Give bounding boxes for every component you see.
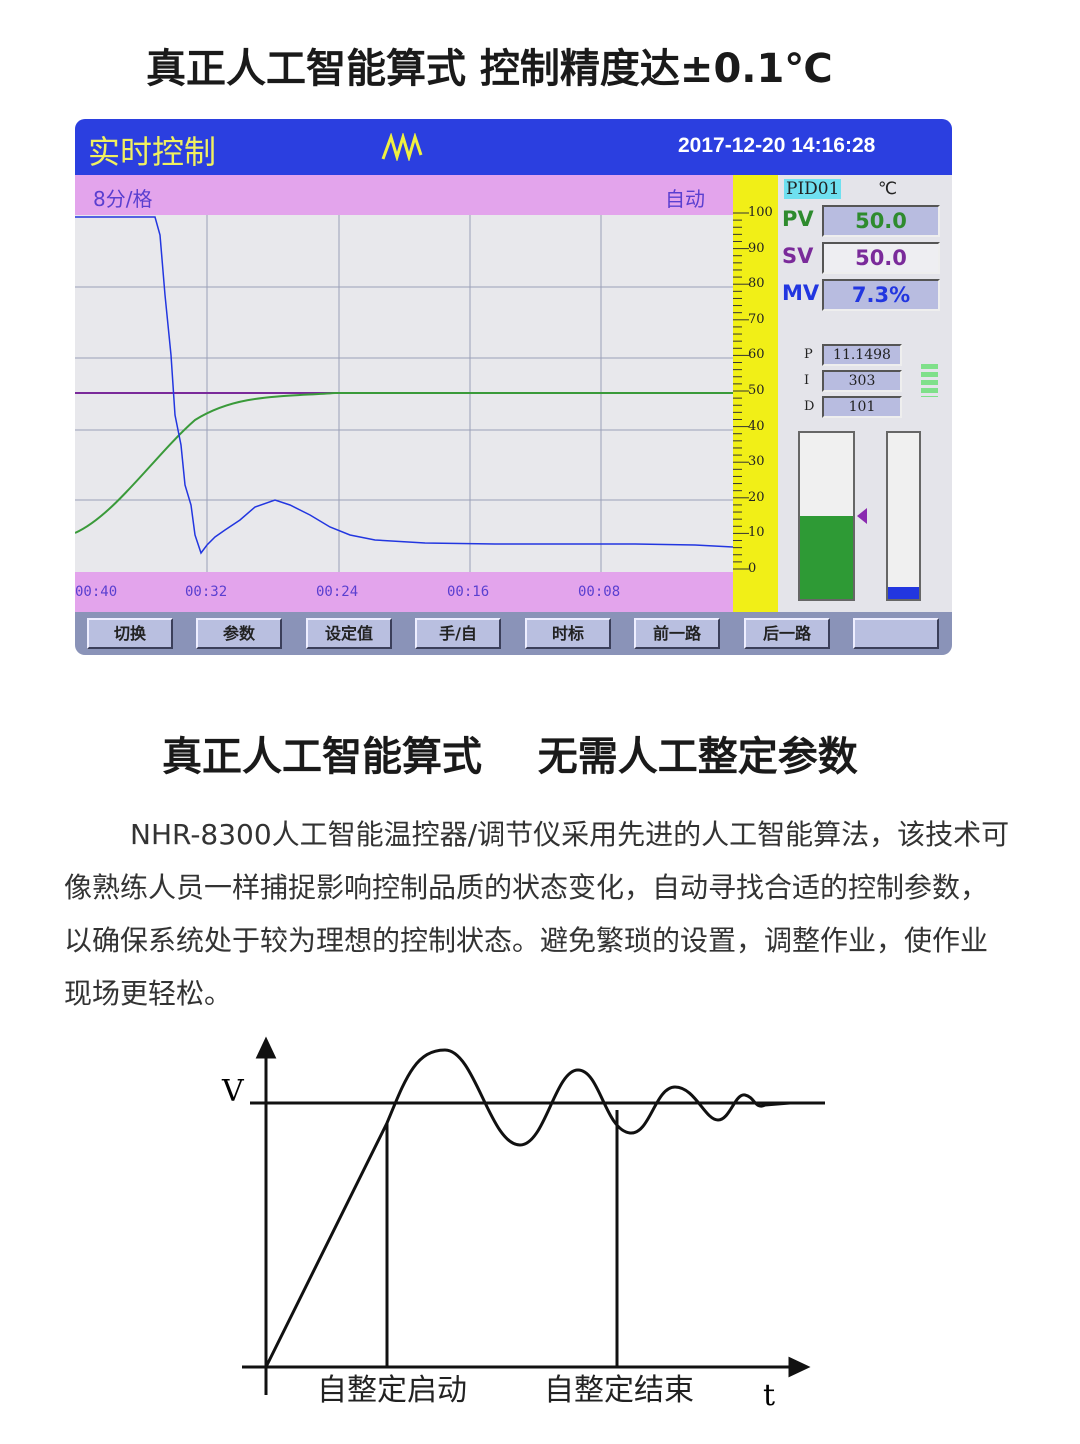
- mv-curve: [75, 216, 734, 555]
- x-axis-label: t: [763, 1378, 775, 1413]
- time-axis: 00:40 00:32 00:24 00:16 00:08: [75, 572, 733, 612]
- scale-label: 50: [748, 383, 765, 398]
- scale-label: 90: [748, 240, 765, 256]
- sv-value[interactable]: 50.0: [822, 242, 940, 274]
- description-paragraph: NHR-8300人工智能温控器/调节仪采用先进的人工智能算法，该技术可像熟练人员…: [64, 808, 1014, 1020]
- params-button[interactable]: 参数: [196, 618, 282, 649]
- y-axis-label: V: [221, 1074, 245, 1109]
- end-label: 自整定结束: [544, 1373, 694, 1408]
- time-label: 00:16: [447, 584, 490, 600]
- pv-bar-fill: [800, 516, 853, 599]
- x-arrow-icon: [788, 1356, 811, 1378]
- auto-tune-diagram: V t 自整定启动 自整定结束: [221, 1036, 825, 1413]
- start-label: 自整定启动: [317, 1373, 467, 1408]
- unit-label: ℃: [878, 179, 898, 199]
- controller-screen: 实时控制 2017-12-20 14:16:28 8分/格 自动 00:40 0…: [75, 119, 952, 655]
- time-scale[interactable]: 8分/格: [93, 187, 153, 211]
- mv-value: 7.3%: [822, 279, 940, 311]
- i-value: 303: [822, 370, 902, 392]
- scale-label: 30: [748, 454, 765, 470]
- mv-bar: [886, 431, 921, 601]
- datetime: 2017-12-20 14:16:28: [678, 134, 876, 157]
- switch-button[interactable]: 切换: [87, 618, 173, 649]
- sv-marker-icon: [857, 508, 867, 524]
- scale-label: 70: [748, 311, 765, 327]
- title-bar: 实时控制 2017-12-20 14:16:28: [75, 119, 952, 175]
- time-scale-button[interactable]: 时标: [525, 618, 611, 649]
- value-scale: 100 90 80 70 60 50 40 30 20 10 0: [733, 175, 778, 612]
- d-value: 101: [822, 396, 902, 418]
- time-label: 00:08: [578, 584, 621, 600]
- mv-label: MV: [782, 281, 820, 305]
- channel-label: PID01: [784, 179, 842, 199]
- p-label: P: [804, 347, 813, 362]
- mv-bar-fill: [888, 586, 919, 599]
- scale-label: 80: [748, 276, 765, 292]
- time-label: 00:40: [75, 584, 118, 600]
- heading-auto-tune: 真正人工智能算式 无需人工整定参数: [162, 734, 858, 780]
- pv-value: 50.0: [822, 205, 940, 237]
- blank-button[interactable]: [853, 618, 939, 649]
- p-value: 11.1498: [822, 344, 902, 366]
- scale-label: 40: [748, 418, 765, 434]
- button-bar: 切换 参数 设定值 手/自 时标 前一路 后一路: [75, 612, 952, 655]
- scale-label: 100: [748, 205, 773, 220]
- screen-title: 实时控制: [88, 133, 217, 171]
- value-panel: PID01 ℃ PV 50.0 SV 50.0 MV 7.3% P 11.149…: [778, 175, 952, 612]
- heading-precision: 真正人工智能算式 控制精度达±0.1℃: [146, 46, 833, 92]
- scale-label: 10: [748, 525, 765, 541]
- pv-curve: [75, 392, 733, 534]
- pv-bar: [798, 431, 855, 601]
- manual-auto-button[interactable]: 手/自: [415, 618, 501, 649]
- time-label: 00:32: [185, 584, 228, 600]
- description-text: NHR-8300人工智能温控器/调节仪采用先进的人工智能算法，该技术可像熟练人员…: [64, 818, 1010, 1010]
- next-channel-button[interactable]: 后一路: [744, 618, 830, 649]
- d-label: D: [804, 399, 815, 414]
- prev-channel-button[interactable]: 前一路: [634, 618, 720, 649]
- scale-label: 20: [748, 489, 765, 505]
- wave-logo-icon: [381, 133, 423, 161]
- i-label: I: [804, 373, 810, 388]
- scale-ticks: [733, 212, 749, 570]
- trend-svg: [75, 215, 734, 572]
- scale-label: 60: [748, 347, 765, 363]
- scale-label: 0: [748, 561, 757, 576]
- mode-label: 自动: [665, 187, 705, 211]
- pv-label: PV: [782, 207, 814, 231]
- trend-plot: [75, 215, 734, 572]
- info-bar: 8分/格 自动: [75, 175, 733, 215]
- setpoint-button[interactable]: 设定值: [306, 618, 392, 649]
- time-label: 00:24: [316, 584, 359, 600]
- response-curve: [264, 1048, 791, 1368]
- sv-label: SV: [782, 244, 814, 268]
- status-indicator-icon: [921, 364, 938, 397]
- y-arrow-icon: [255, 1036, 277, 1059]
